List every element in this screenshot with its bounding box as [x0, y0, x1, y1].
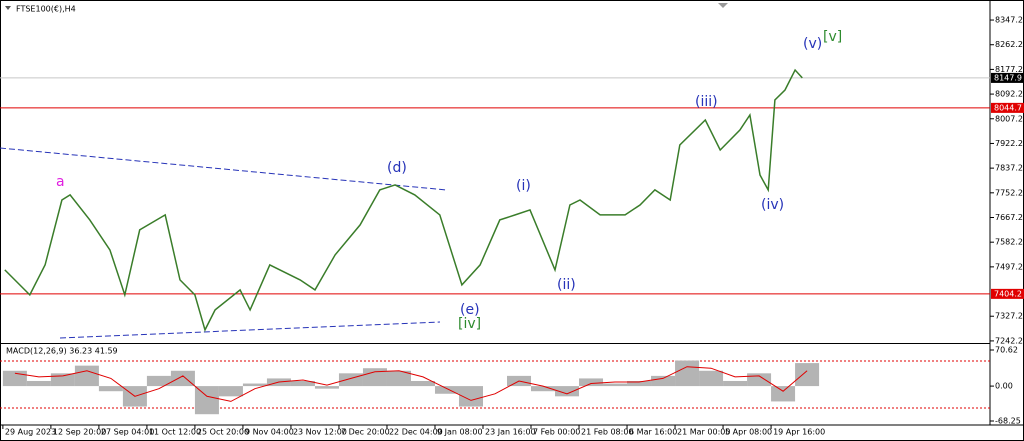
- macd-bar: [627, 380, 652, 387]
- symbol-menu-icon[interactable]: [5, 6, 11, 10]
- x-tick-label: 19 Apr 16:00: [773, 428, 825, 437]
- macd-bar: [290, 380, 315, 387]
- y-tick-label: -68.25: [995, 416, 1021, 425]
- level-label-bg: [991, 72, 1024, 83]
- level-label: 7404.2: [994, 289, 1022, 298]
- x-tick-label: 25 Oct 20:00: [197, 428, 249, 437]
- wave-label: [iv]: [458, 316, 481, 332]
- macd-bar: [74, 365, 99, 387]
- macd-bar: [218, 386, 243, 397]
- trend-line: [0, 147, 448, 191]
- macd-bar: [699, 370, 724, 387]
- y-tick-label: 7582.2: [995, 238, 1023, 247]
- y-tick-label: 8177.2: [995, 65, 1023, 74]
- x-tick-label: 5 Apr 08:00: [725, 428, 772, 437]
- macd-bar: [386, 370, 411, 387]
- macd-bar: [579, 378, 604, 387]
- macd-bar: [723, 380, 748, 387]
- wave-label: (ii): [557, 277, 576, 293]
- macd-bar: [531, 386, 556, 392]
- y-tick-label: 7497.2: [995, 262, 1023, 271]
- scroll-icon[interactable]: [718, 3, 728, 8]
- marks: 8347.2 8262.2 8177.2 8092.2 8007.2 7922.2 7837…: [0, 16, 1024, 437]
- x-tick-label: 7 Dec 20:00: [341, 428, 390, 437]
- x-tick-label: 7 Feb 00:00: [533, 428, 580, 437]
- x-tick-label: 22 Dec 04:00: [389, 428, 443, 437]
- x-tick-label: 12 Sep 20:00: [53, 428, 106, 437]
- macd-bar: [26, 380, 51, 387]
- level-label-bg: [991, 102, 1024, 113]
- wave-label: (iv): [761, 197, 784, 213]
- x-tick-label: 9 Nov 04:00: [245, 428, 294, 437]
- y-tick-label: 7922.2: [995, 139, 1023, 148]
- wave-label: (e): [460, 302, 480, 318]
- y-tick-label: 0.00: [995, 382, 1013, 391]
- macd-bar: [795, 363, 820, 387]
- macd-bar: [555, 386, 580, 397]
- y-tick-label: 7667.2: [995, 213, 1023, 222]
- wave-label: (d): [387, 160, 407, 176]
- y-tick-label: 8262.2: [995, 40, 1023, 49]
- level-label: 8147.9: [994, 73, 1022, 82]
- x-tick-label: 9 Jan 08:00: [437, 428, 483, 437]
- wave-label: a: [56, 174, 65, 190]
- x-tick-label: 11 Oct 12:00: [149, 428, 201, 437]
- level-label: 8044.7: [994, 103, 1022, 112]
- y-tick-label: 7327.2: [995, 312, 1023, 321]
- macd-bar: [50, 373, 75, 387]
- macd-bar: [410, 380, 435, 387]
- macd-bar: [362, 368, 387, 387]
- macd-bar: [675, 360, 700, 387]
- y-tick-label: 7837.2: [995, 164, 1023, 173]
- level-label-bg: [991, 288, 1024, 299]
- macd-bar: [242, 383, 267, 387]
- chart-title: FTSE100(€),H4: [16, 5, 76, 14]
- macd-bar: [314, 386, 339, 389]
- macd-title: MACD(12,26,9) 36.23 41.59: [6, 347, 118, 356]
- x-tick-label: 23 Nov 12:00: [293, 428, 347, 437]
- x-tick-label: 21 Feb 08:00: [581, 428, 633, 437]
- x-tick-label: 6 Mar 16:00: [629, 428, 677, 437]
- y-tick-label: 8007.2: [995, 114, 1023, 123]
- macd-bar: [458, 386, 483, 407]
- macd-bar: [146, 375, 171, 387]
- macd-bar: [434, 386, 459, 394]
- macd-bar: [170, 370, 195, 387]
- y-tick-label: 8347.2: [995, 16, 1023, 25]
- signal-line: [14, 366, 808, 402]
- macd-bar: [603, 383, 628, 387]
- macd-bar: [747, 373, 772, 387]
- y-tick-label: 7242.2: [995, 336, 1023, 345]
- x-tick-label: 21 Mar 00:00: [677, 428, 730, 437]
- trend-line: [59, 321, 441, 339]
- macd-bar: [194, 386, 219, 415]
- x-tick-label: 27 Sep 04:00: [101, 428, 154, 437]
- macd-bar: [771, 386, 796, 402]
- wave-label: (v): [803, 36, 822, 52]
- y-tick-label: 7752.2: [995, 188, 1023, 197]
- wave-label: (iii): [695, 94, 718, 110]
- x-tick-label: 23 Jan 16:00: [485, 428, 536, 437]
- wave-label: (i): [516, 178, 531, 194]
- y-tick-label: 8092.2: [995, 90, 1023, 99]
- x-tick-label: 29 Aug 2023: [5, 428, 56, 437]
- macd-bar: [651, 375, 676, 387]
- macd-bar: [98, 386, 123, 392]
- y-tick-label: 70.62: [995, 345, 1018, 354]
- macd-bar: [2, 370, 27, 387]
- price-line: [4, 68, 803, 332]
- macd-bar: [338, 373, 363, 387]
- wave-label: [v]: [823, 29, 842, 45]
